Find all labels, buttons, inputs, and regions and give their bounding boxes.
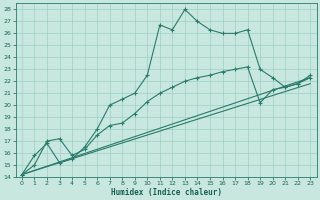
X-axis label: Humidex (Indice chaleur): Humidex (Indice chaleur) — [111, 188, 221, 197]
